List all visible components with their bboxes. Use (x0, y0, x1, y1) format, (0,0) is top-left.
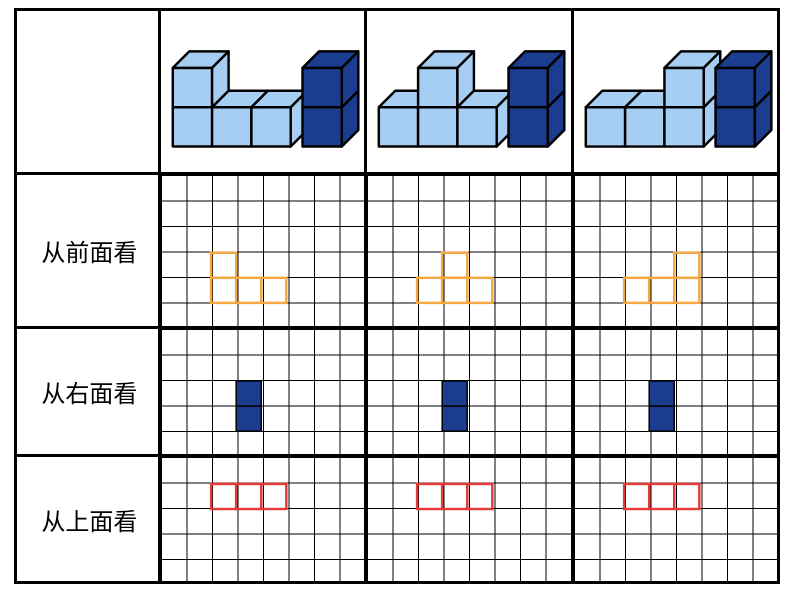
fig1-front-svg (161, 175, 364, 326)
row-top: 从上面看 (16, 456, 779, 583)
label-cell-empty (16, 10, 160, 174)
fig1-top-cell (159, 456, 365, 583)
fig2-right-svg (367, 329, 570, 455)
fig2-top-cell (366, 456, 572, 583)
fig1-3d-svg (161, 11, 364, 172)
fig3-3d-svg (574, 11, 777, 172)
fig1-top-svg (161, 457, 364, 581)
fig2-front-svg (367, 175, 570, 326)
fig3-right-svg (574, 329, 777, 455)
fig2-front-cell (366, 174, 572, 328)
fig3-top-svg (574, 457, 777, 581)
fig3-front-svg (574, 175, 777, 326)
fig1-3d-cell (159, 10, 365, 174)
label-front: 从前面看 (16, 174, 160, 328)
row-right: 从右面看 (16, 327, 779, 456)
row-3d (16, 10, 779, 174)
fig1-right-cell (159, 327, 365, 456)
fig2-top-svg (367, 457, 570, 581)
fig3-3d-cell (572, 10, 778, 174)
views-table: 从前面看 从右面看 (14, 8, 780, 584)
fig2-3d-svg (367, 11, 570, 172)
diagram-root: 从前面看 从右面看 (0, 0, 794, 596)
fig2-right-cell (366, 327, 572, 456)
label-top: 从上面看 (16, 456, 160, 583)
fig3-front-cell (572, 174, 778, 328)
row-front: 从前面看 (16, 174, 779, 328)
fig2-3d-cell (366, 10, 572, 174)
label-right: 从右面看 (16, 327, 160, 456)
fig1-right-svg (161, 329, 364, 455)
fig1-front-cell (159, 174, 365, 328)
fig3-top-cell (572, 456, 778, 583)
fig3-right-cell (572, 327, 778, 456)
